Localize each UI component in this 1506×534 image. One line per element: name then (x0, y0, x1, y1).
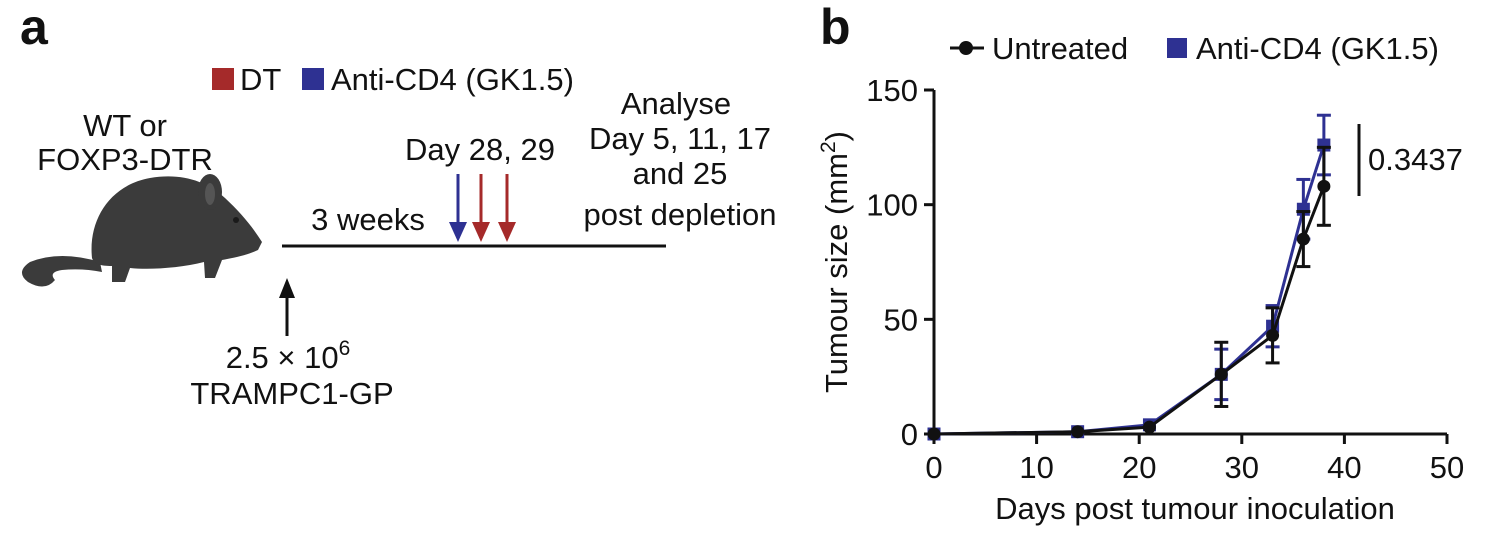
timeline-label: 3 weeks (311, 202, 425, 237)
x-tick-label: 10 (1019, 450, 1053, 485)
panel-b: b Untreated Anti-CD4 (GK1.5) 0 10 20 30 40 50… (817, 0, 1464, 526)
y-axis-label-close: ) (819, 131, 854, 141)
data-point (1142, 420, 1156, 434)
series-anti-cd4 (927, 113, 1331, 441)
chart-legend: Untreated Anti-CD4 (GK1.5) (950, 31, 1439, 66)
dt-arrow-day28 (472, 174, 490, 242)
y-tick-label: 50 (884, 302, 918, 337)
inoculation-dose: 2.5 × 106 (226, 337, 351, 375)
y-tick-label: 0 (901, 417, 918, 452)
inoculation-arrow (279, 278, 295, 336)
legend-anti-cd4-label: Anti-CD4 (GK1.5) (1196, 31, 1439, 66)
plot-area (927, 113, 1331, 441)
analyse-label-line3: and 25 (633, 156, 728, 191)
analyse-label-line2: Day 5, 11, 17 (589, 121, 771, 156)
mouse-label-line1: WT or (83, 108, 167, 143)
panel-a: a DT Anti-CD4 (GK1.5) WT or FOXP3-DTR 3 … (20, 0, 777, 411)
x-tick-label: 0 (925, 450, 942, 485)
y-axis-label: Tumour size (mm2) (817, 131, 854, 393)
series-line-untreated (933, 185, 1326, 436)
anti-cd4-legend-swatch (302, 68, 324, 90)
legend-anti-cd4-marker (1167, 38, 1187, 58)
inoculation-cells: TRAMPC1-GP (190, 376, 393, 411)
dt-legend-label: DT (240, 62, 281, 97)
y-tick-label: 100 (866, 188, 918, 223)
data-point (1317, 179, 1331, 193)
series-untreated (927, 145, 1331, 441)
mouse-icon (21, 174, 262, 287)
p-value-label: 0.3437 (1368, 142, 1463, 177)
x-tick-label: 30 (1225, 450, 1259, 485)
analyse-label-line1: Analyse (621, 86, 731, 121)
legend-untreated-marker (959, 41, 973, 55)
dt-arrow-day29 (498, 174, 516, 242)
anti-cd4-arrow (449, 174, 467, 242)
x-tick-label: 20 (1122, 450, 1156, 485)
anti-cd4-legend-label: Anti-CD4 (GK1.5) (331, 62, 574, 97)
panel-b-letter: b (820, 0, 851, 55)
x-tick-label: 40 (1327, 450, 1361, 485)
x-ticks: 0 10 20 30 40 50 (925, 434, 1464, 485)
inoculation-dose-base: 2.5 × 10 (226, 340, 339, 375)
treatment-days-label: Day 28, 29 (405, 132, 555, 167)
data-point (1214, 367, 1228, 381)
y-axis-label-main: Tumour size (mm (819, 153, 854, 393)
mouse-label-line2: FOXP3-DTR (37, 142, 213, 177)
analyse-label-line4: post depletion (583, 197, 776, 232)
y-tick-label: 150 (866, 73, 918, 108)
series-line-anti-cd4 (933, 144, 1326, 436)
x-axis-label: Days post tumour inoculation (995, 491, 1395, 526)
inoculation-dose-exponent: 6 (339, 337, 351, 360)
panel-a-letter: a (20, 0, 49, 55)
dt-legend-swatch (212, 68, 234, 90)
y-axis-label-exp: 2 (817, 141, 840, 153)
x-tick-label: 50 (1430, 450, 1464, 485)
y-ticks: 0 50 100 150 (866, 73, 934, 452)
legend-untreated-label: Untreated (992, 31, 1128, 66)
data-point (1266, 328, 1280, 342)
data-point (1296, 232, 1310, 246)
data-point (1071, 425, 1085, 439)
data-point (927, 427, 941, 441)
